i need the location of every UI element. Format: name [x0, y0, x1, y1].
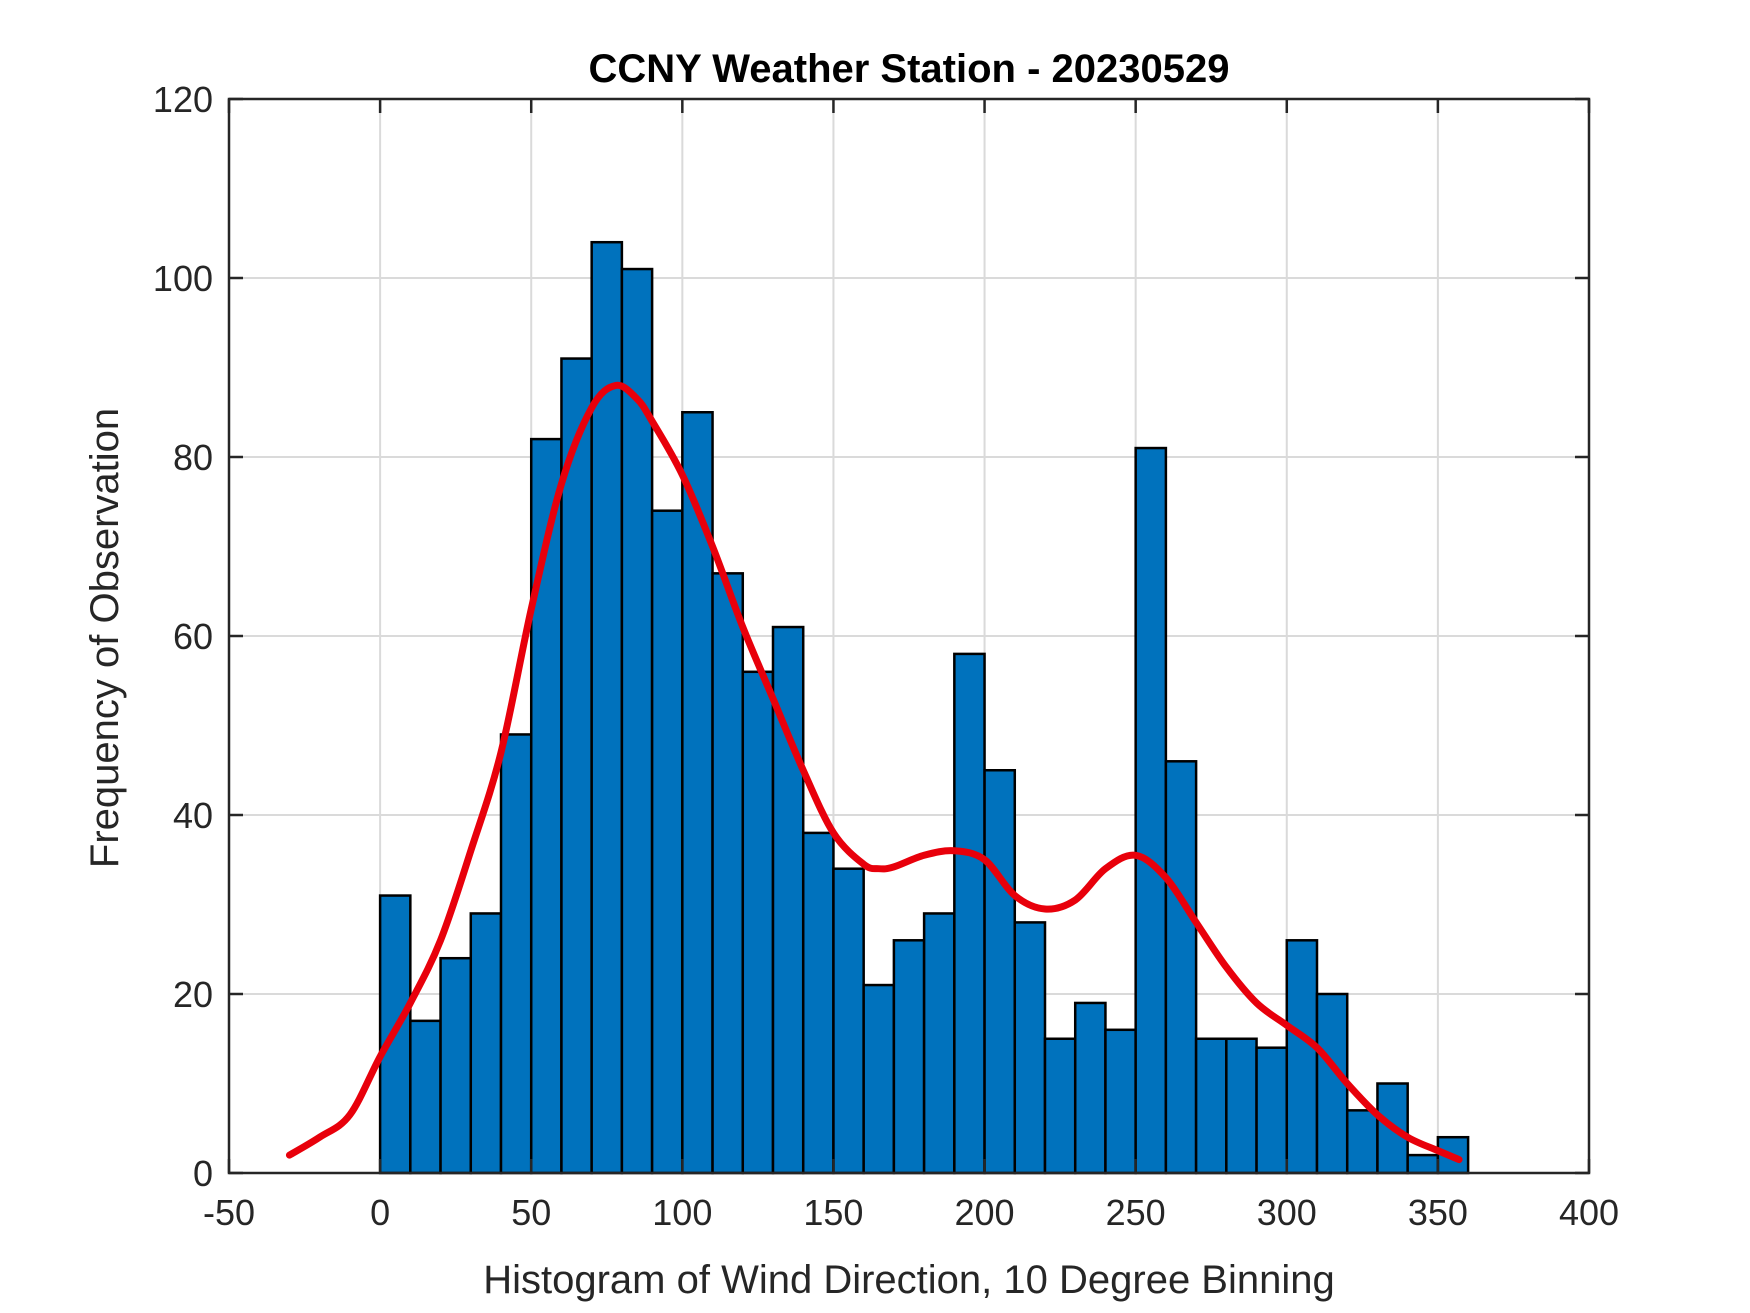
fit-curve-layer	[285, 381, 1463, 1164]
x-axis-label: Histogram of Wind Direction, 10 Degree B…	[483, 1258, 1335, 1302]
y-tick-label: 60	[173, 616, 213, 657]
histogram-bar	[1406, 1153, 1440, 1175]
y-tick-label: 80	[173, 437, 213, 478]
histogram-bar	[892, 939, 926, 1175]
histogram-bar	[560, 357, 593, 1175]
y-tick-label: 100	[153, 258, 213, 299]
histogram-bar	[439, 956, 473, 1175]
chart-title: CCNY Weather Station - 20230529	[589, 47, 1230, 91]
axes	[227, 97, 1591, 1175]
tick-labels: -50 0 50 100 150 200 250 300 350 4000204060801001…	[153, 79, 1619, 1233]
x-tick-label: -50	[203, 1192, 255, 1233]
y-axis-label: Frequency of Observation	[83, 408, 127, 868]
histogram-bar	[983, 769, 1017, 1175]
histogram-bar	[499, 733, 533, 1175]
histogram-bar	[1104, 1028, 1137, 1175]
histogram-bar	[1134, 446, 1168, 1175]
x-tick-label: 200	[955, 1192, 1015, 1233]
histogram-bar	[741, 670, 775, 1175]
x-tick-label: 0	[370, 1192, 390, 1233]
x-tick-label: 350	[1408, 1192, 1468, 1233]
histogram-bar	[1345, 1109, 1379, 1175]
histogram-bar	[801, 831, 835, 1175]
histogram-bar	[832, 867, 865, 1175]
histogram-bars	[378, 240, 1470, 1175]
histogram-bar	[922, 912, 956, 1175]
histogram-bar	[620, 267, 654, 1175]
fit-curve	[285, 381, 1463, 1164]
y-tick-label: 120	[153, 79, 213, 120]
y-tick-label: 20	[173, 974, 213, 1015]
histogram-bar	[1043, 1037, 1077, 1175]
x-tick-label: 250	[1106, 1192, 1166, 1233]
x-tick-label: 300	[1257, 1192, 1317, 1233]
x-tick-label: 400	[1559, 1192, 1619, 1233]
histogram-bar	[1164, 760, 1198, 1175]
x-tick-label: 150	[803, 1192, 863, 1233]
y-tick-label: 0	[193, 1153, 213, 1194]
histogram-bar	[862, 983, 896, 1175]
histogram-bar	[1285, 939, 1319, 1175]
histogram-bar	[409, 1019, 442, 1175]
histogram-bar	[650, 509, 684, 1175]
histogram-bar	[711, 572, 745, 1175]
histogram-bar	[953, 652, 986, 1175]
x-tick-label: 100	[652, 1192, 712, 1233]
x-tick-label: 50	[511, 1192, 551, 1233]
histogram-bar	[1194, 1037, 1228, 1175]
histogram-bar	[1013, 921, 1047, 1175]
histogram-bar	[1225, 1037, 1258, 1175]
histogram-bar	[1255, 1046, 1289, 1175]
y-tick-label: 40	[173, 795, 213, 836]
histogram-bar	[1073, 1001, 1107, 1175]
histogram-bar	[469, 912, 503, 1175]
